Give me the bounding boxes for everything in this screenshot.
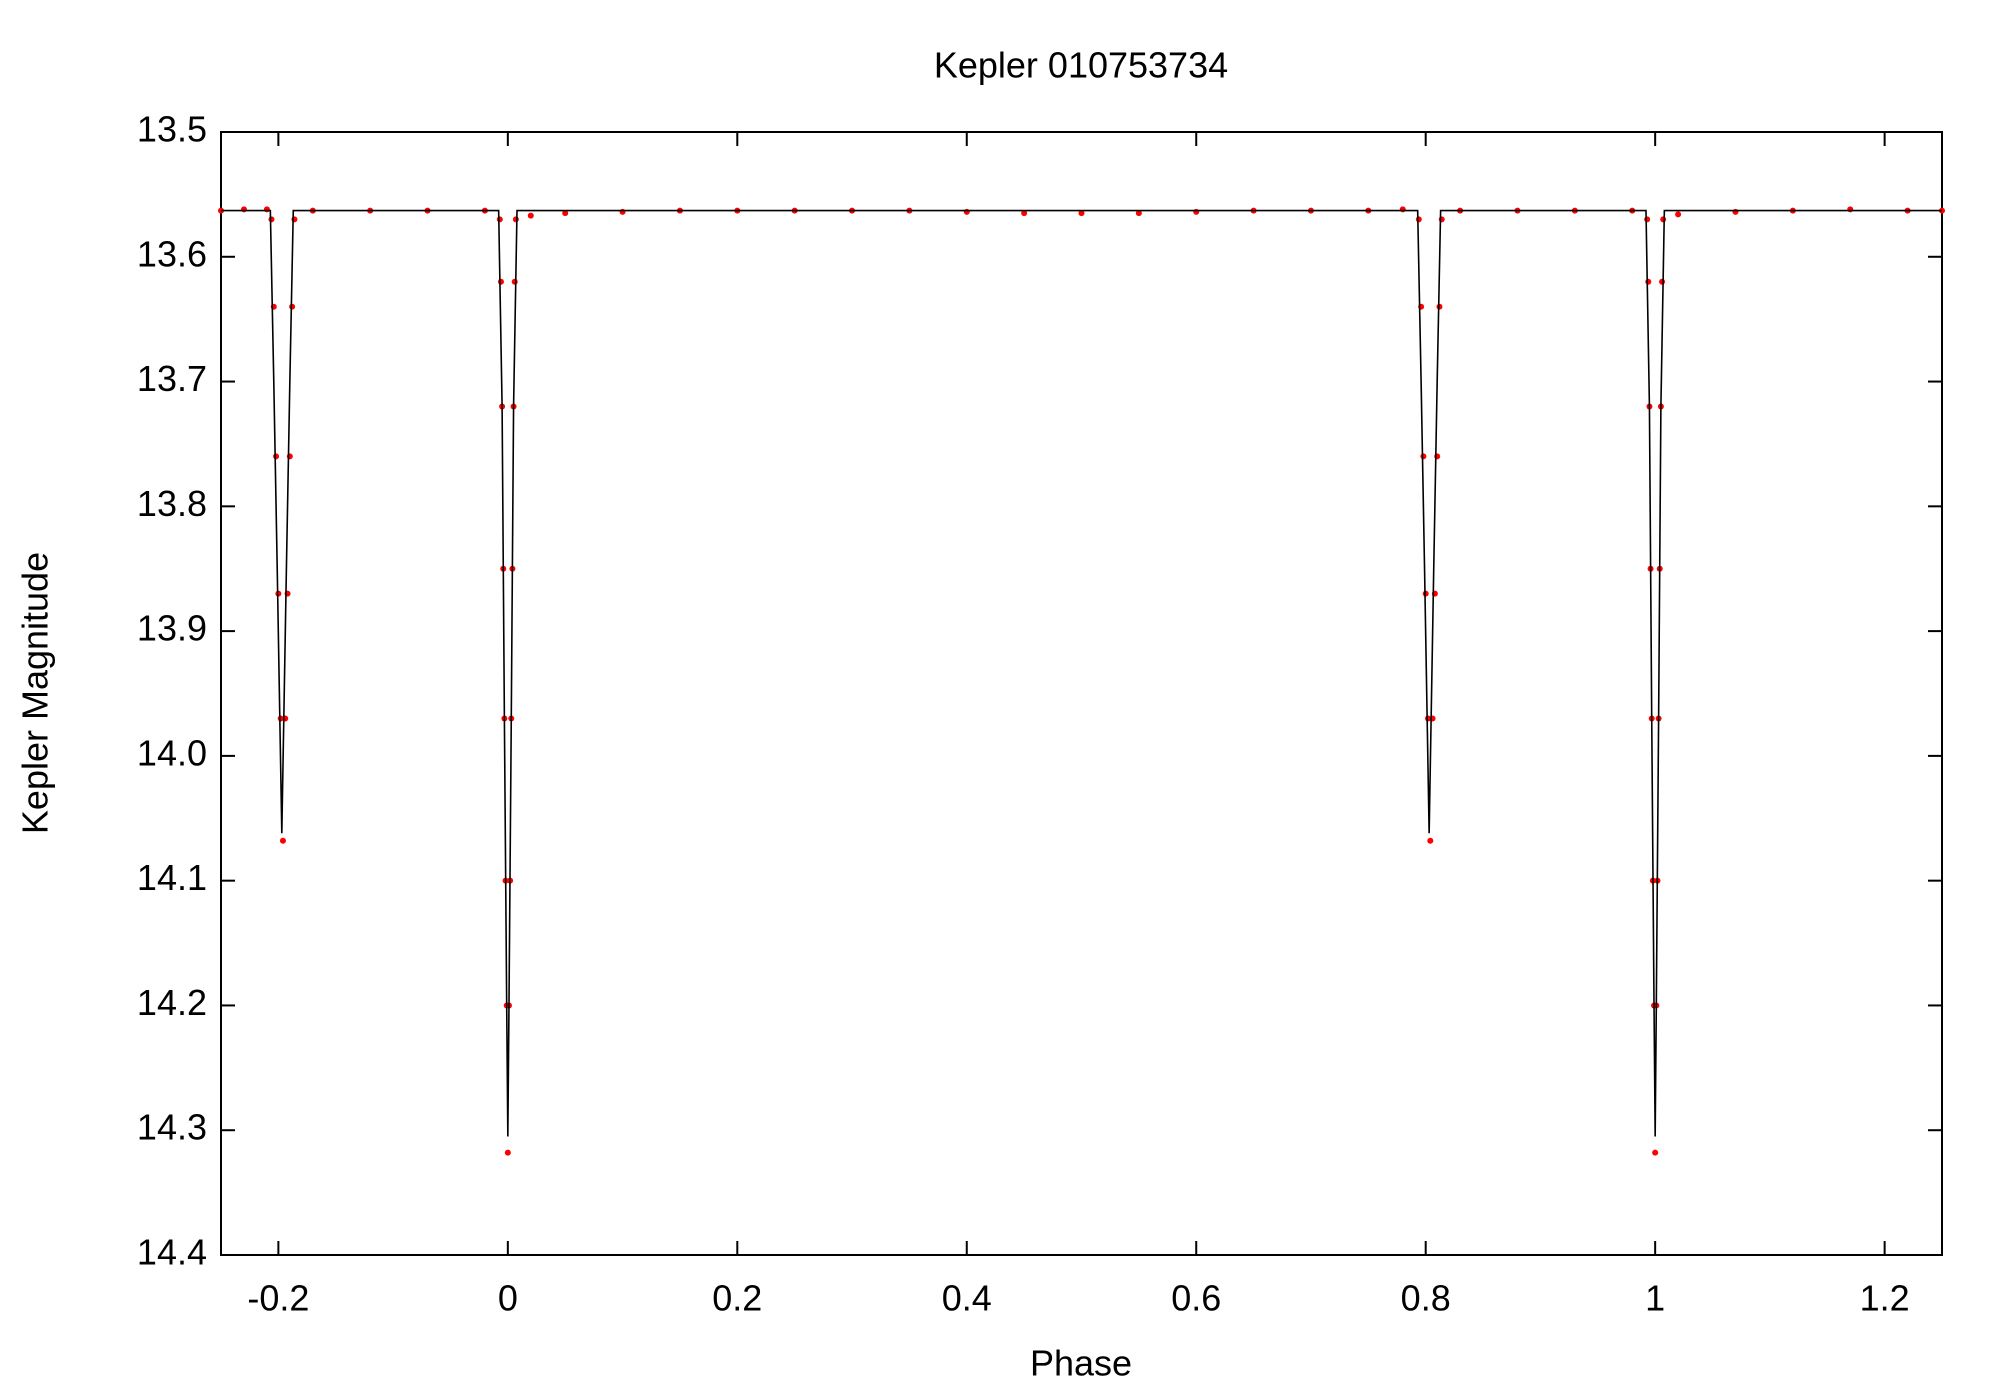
- x-tick-label: 0: [498, 1278, 518, 1319]
- y-tick-label: 13.5: [137, 109, 207, 150]
- data-point: [1021, 210, 1028, 217]
- data-point: [562, 210, 569, 217]
- data-point: [1847, 206, 1854, 213]
- y-tick-label: 14.4: [137, 1232, 207, 1273]
- y-tick-label: 13.9: [137, 608, 207, 649]
- data-point: [963, 208, 970, 215]
- data-point: [263, 206, 270, 213]
- data-point: [511, 278, 518, 285]
- x-tick-label: 0.4: [942, 1278, 992, 1319]
- x-axis-label: Phase: [1030, 1343, 1132, 1384]
- x-tick-label: 1.2: [1860, 1278, 1910, 1319]
- data-point: [1644, 216, 1651, 223]
- y-tick-label: 13.6: [137, 233, 207, 274]
- plot-frame: [220, 131, 1943, 1256]
- data-point: [512, 216, 519, 223]
- x-tick-label: 0.2: [712, 1278, 762, 1319]
- y-tick-label: 14.3: [137, 1107, 207, 1148]
- data-point: [1078, 210, 1085, 217]
- data-point: [268, 216, 275, 223]
- chart-title: Kepler 010753734: [934, 45, 1228, 86]
- x-tick-label: -0.2: [247, 1278, 309, 1319]
- y-tick-label: 13.8: [137, 483, 207, 524]
- data-point: [1399, 206, 1406, 213]
- data-point: [273, 453, 280, 460]
- data-point: [1135, 210, 1142, 217]
- y-tick-label: 14.0: [137, 732, 207, 773]
- data-point: [240, 206, 247, 213]
- x-tick-label: 1: [1645, 1278, 1665, 1319]
- y-tick-label: 14.2: [137, 982, 207, 1023]
- data-point: [1652, 1149, 1659, 1156]
- data-point: [496, 216, 503, 223]
- data-point: [1675, 211, 1682, 218]
- data-point: [1732, 208, 1739, 215]
- data-point: [497, 278, 504, 285]
- data-point: [527, 212, 534, 219]
- y-axis-label: Kepler Magnitude: [15, 552, 56, 834]
- data-point: [619, 208, 626, 215]
- data-point: [1427, 837, 1434, 844]
- x-tick-label: 0.6: [1171, 1278, 1221, 1319]
- data-point: [504, 1149, 511, 1156]
- data-point: [1420, 453, 1427, 460]
- data-point: [1659, 278, 1666, 285]
- data-point: [1193, 208, 1200, 215]
- data-point: [279, 837, 286, 844]
- data-point: [1645, 278, 1652, 285]
- data-point: [1415, 216, 1422, 223]
- data-point: [1660, 216, 1667, 223]
- y-tick-label: 13.7: [137, 358, 207, 399]
- model-line: [221, 209, 1942, 1137]
- y-tick-label: 14.1: [137, 857, 207, 898]
- x-tick-label: 0.8: [1401, 1278, 1451, 1319]
